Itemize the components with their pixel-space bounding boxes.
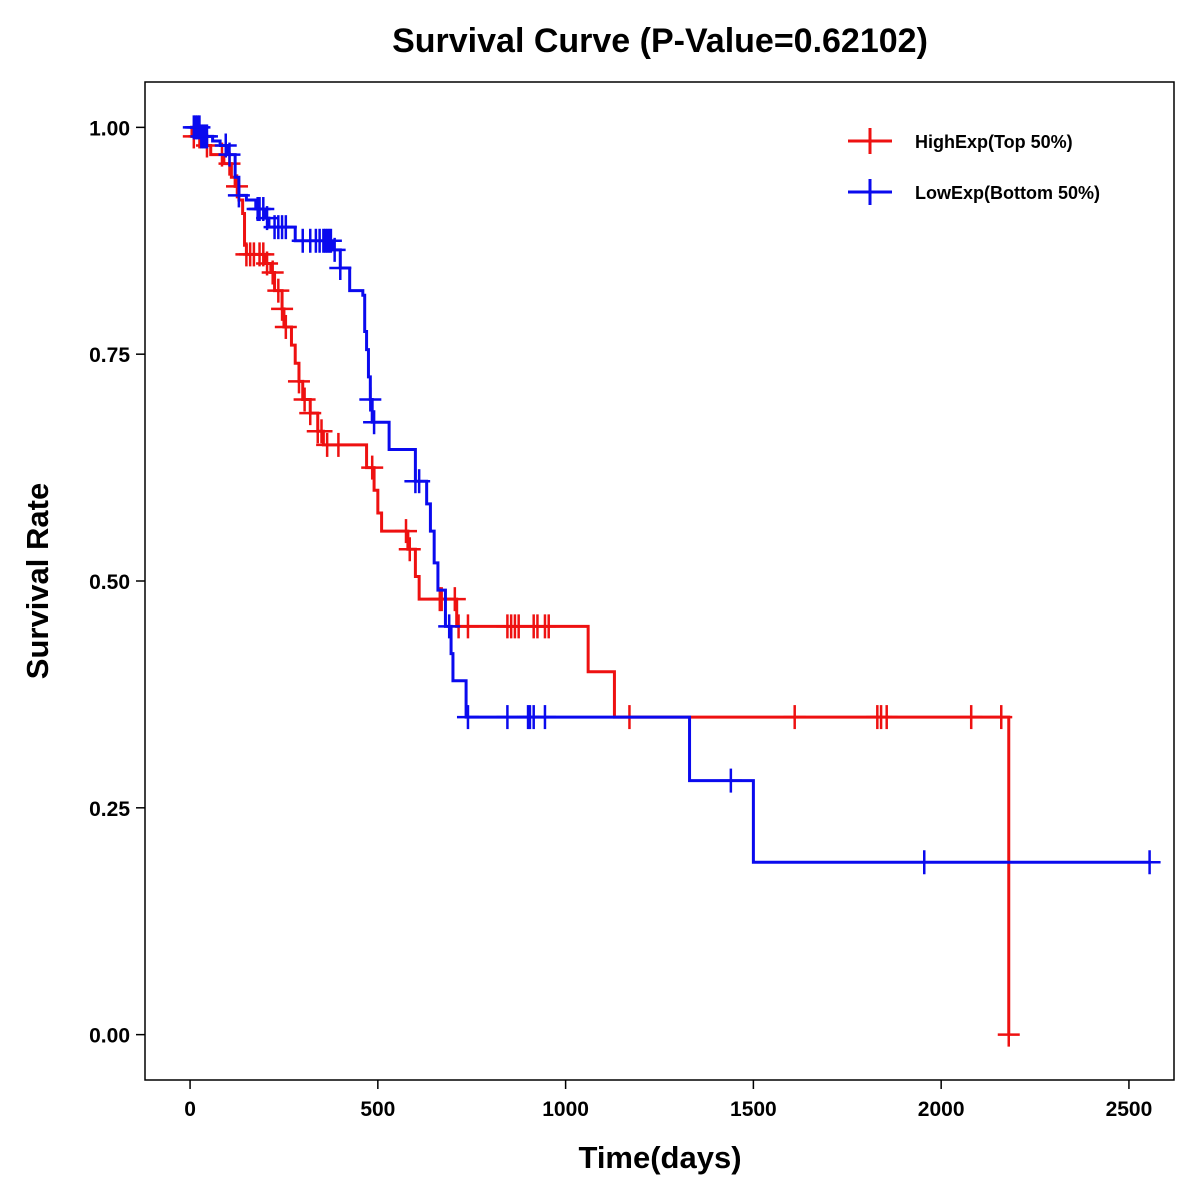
y-tick-label: 0.75 [89,344,130,367]
x-axis: 0 500 1000 1500 2000 2500 [184,1080,1152,1121]
low-exp-censor-mark [363,410,386,435]
y-tick-label: 0.50 [89,571,130,594]
y-tick-label: 1.00 [89,117,130,140]
x-tick-label: 1500 [730,1098,777,1121]
high-exp-censor-mark [271,296,294,321]
low-exp-censor-mark [456,705,479,730]
low-exp-censor-mark [719,768,742,793]
legend: HighExp(Top 50%) LowExp(Bottom 50%) [848,128,1100,205]
low-exp-censor-mark [438,614,461,639]
y-axis: 0.00 0.25 0.50 0.75 1.00 [89,117,145,1048]
high-exp-censor-mark [287,369,310,394]
high-exp-censor-mark [990,705,1013,730]
y-axis-title: Survival Rate [20,483,55,679]
x-tick-label: 2500 [1106,1098,1153,1121]
chart-title: Survival Curve (P-Value=0.62102) [392,22,928,60]
high-exp-censor-mark [783,705,806,730]
low-exp-censor-mark [496,705,519,730]
low-exp-censor-mark [227,183,250,208]
low-exp-censor-mark [195,124,218,149]
high-exp-censor-mark [261,260,284,285]
high-exp-series [182,124,1020,1047]
x-tick-label: 500 [360,1098,395,1121]
series-layer [182,115,1161,1047]
low-exp-censor-mark [359,387,382,412]
x-tick-label: 2000 [918,1098,965,1121]
y-tick-label: 0.25 [89,798,130,821]
y-tick-label: 0.00 [89,1025,130,1048]
legend-label: HighExp(Top 50%) [915,132,1073,152]
high-exp-censor-mark [274,314,297,339]
low-exp-censor-mark [323,237,346,262]
high-exp-censor-mark [310,419,333,444]
high-exp-censor-mark [398,537,421,562]
high-exp-censor-mark [443,587,466,612]
high-exp-censor-mark [267,278,290,303]
high-exp-censor-mark [293,387,316,412]
legend-label: LowExp(Bottom 50%) [915,183,1100,203]
low-exp-censor-mark [533,705,556,730]
low-exp-censor-mark [408,469,431,494]
low-exp-censor-mark [274,215,297,240]
high-exp-censor-mark [327,432,350,457]
low-exp-curve [190,125,1150,864]
high-exp-censor-mark [395,519,418,544]
high-exp-censor-mark [456,614,479,639]
low-exp-censor-mark [1138,850,1161,875]
low-exp-censor-mark [218,142,241,167]
x-tick-label: 0 [184,1098,196,1121]
x-axis-title: Time(days) [578,1140,741,1175]
low-exp-series [182,115,1161,875]
high-exp-censor-mark [997,1022,1020,1047]
high-exp-censor-mark [299,401,322,426]
high-exp-censor-mark [875,705,898,730]
legend-item-low-exp: LowExp(Bottom 50%) [848,179,1100,205]
legend-item-high-exp: HighExp(Top 50%) [848,128,1073,154]
high-exp-curve [190,125,1011,1035]
plot-frame [144,81,1175,1081]
high-exp-censor-mark [537,614,560,639]
x-tick-label: 1000 [542,1098,589,1121]
high-exp-censor-mark [361,455,384,480]
low-exp-censor-mark [329,255,352,280]
high-exp-censor-mark [960,705,983,730]
low-exp-censor-mark [913,850,936,875]
